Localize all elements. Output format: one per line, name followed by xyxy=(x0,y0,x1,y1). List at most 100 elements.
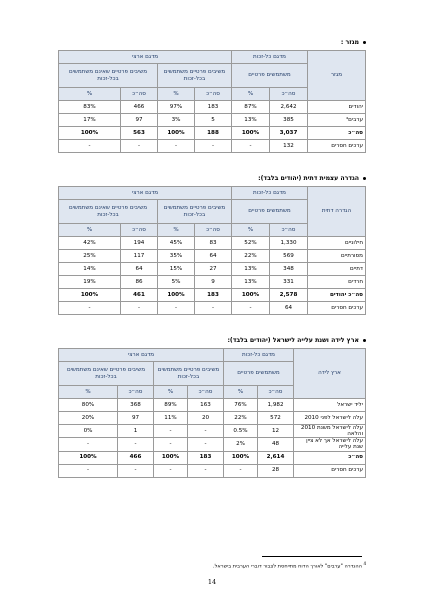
table-cell: - xyxy=(158,302,195,315)
row-label: ערכים חסרים xyxy=(308,302,366,315)
unit-header: % xyxy=(59,386,118,399)
table-cell: 13% xyxy=(232,263,270,276)
table-cell: 42% xyxy=(59,237,121,250)
table-cell: - xyxy=(154,438,188,451)
table-cell: 100% xyxy=(158,127,195,140)
table-cell: - xyxy=(188,464,224,477)
table-cell: - xyxy=(59,464,118,477)
table-cell: 188 xyxy=(195,127,232,140)
sub-header: משיבים פרטיים משתמשים בכל-זכות xyxy=(158,200,232,224)
table-cell: 368 xyxy=(118,399,154,412)
table-row: ערכים חסרים 132- - - - - xyxy=(59,140,366,153)
table-cell: 3,037 xyxy=(270,127,308,140)
all-sample-header: מדגם כל-זכות xyxy=(224,349,294,362)
table-cell: 13% xyxy=(232,114,270,127)
footnote: 4 ההגדרה "ערבים" לאורך הדוח מתייחסת לצבו… xyxy=(213,561,366,570)
table-cell: 100% xyxy=(232,289,270,302)
table-cell: 100% xyxy=(224,451,258,464)
table-cell: 3% xyxy=(158,114,195,127)
all-sample-header: מדגם כל-זכות xyxy=(232,187,308,200)
row-label: עלה לישראל משנת 2010 והלאה xyxy=(294,425,366,438)
sub-header: משיבים פרטיים משתמשים בכל-זכות xyxy=(158,64,232,88)
table-cell: 1 xyxy=(118,425,154,438)
table-row: מסורתיים 569 22% 64 35% 117 25% xyxy=(59,250,366,263)
table-cell: 11% xyxy=(154,412,188,425)
table-cell: 76% xyxy=(224,399,258,412)
unit-header: % xyxy=(154,386,188,399)
row-label: סה״כ xyxy=(308,127,366,140)
table-row: יליד ישראל 1,982 76% 163 89% 368 80% xyxy=(59,399,366,412)
page-number: 14 xyxy=(200,578,224,586)
section-title-text: מגזר : xyxy=(341,39,359,46)
table-cell: 19% xyxy=(59,276,121,289)
bullet-icon xyxy=(363,177,366,180)
unit-header: % xyxy=(158,88,195,101)
table-cell: 1,982 xyxy=(258,399,294,412)
unit-header: סה״כ xyxy=(270,88,308,101)
table-cell: 80% xyxy=(59,399,118,412)
table-cell: 17% xyxy=(59,114,121,127)
row-label: חילוניים xyxy=(308,237,366,250)
table-row: עלה לישראל לפני 2010 572 22% 20 11% 97 20% xyxy=(59,412,366,425)
table-cell: 100% xyxy=(232,127,270,140)
corner-header: מגזר xyxy=(308,51,366,101)
sub-header: משיבים פרטיים שאינם משתמשים בכל-זכות xyxy=(59,200,158,224)
table-row: סה״כ יהודים 2,578 100% 183 100% 461 100% xyxy=(59,289,366,302)
table-cell: 22% xyxy=(224,412,258,425)
table-cell: - xyxy=(232,302,270,315)
footnote-text: ההגדרה "ערבים" לאורך הדוח מתייחסת לצבור … xyxy=(213,564,362,570)
table-cell: 20 xyxy=(188,412,224,425)
table-cell: 100% xyxy=(154,451,188,464)
table-cell: 331 xyxy=(270,276,308,289)
table-cell: 100% xyxy=(158,289,195,302)
data-table: מגזר מדגם כל-זכות מדגם ארצי משתמשים פרטי… xyxy=(58,50,366,153)
data-table: ארץ לידה מדגם כל-זכות מדגם ארצי משתמשים … xyxy=(58,348,366,478)
corner-header: ארץ לידה xyxy=(294,349,366,399)
section-title: ארץ לידה ושנת עלייה לישראל (יהודים בלבד)… xyxy=(227,337,366,344)
table-row: דתיים 348 13% 27 15% 64 14% xyxy=(59,263,366,276)
all-sample-header: מדגם כל-זכות xyxy=(232,51,308,64)
table-cell: 45% xyxy=(158,237,195,250)
national-sample-header: מדגם ארצי xyxy=(59,349,224,362)
bullet-icon xyxy=(363,339,366,342)
unit-header: % xyxy=(232,224,270,237)
table-cell: - xyxy=(195,302,232,315)
table-cell: 5% xyxy=(158,276,195,289)
table-cell: 83% xyxy=(59,101,121,114)
table-cell: - xyxy=(118,438,154,451)
unit-header: סה״כ xyxy=(121,224,158,237)
unit-header: סה״כ xyxy=(121,88,158,101)
row-label: עלה לישראל לפני 2010 xyxy=(294,412,366,425)
table-cell: 25% xyxy=(59,250,121,263)
table-row: סה״כ 2,614 100% 183 100% 466 100% xyxy=(59,451,366,464)
row-label: חרדים xyxy=(308,276,366,289)
table-cell: - xyxy=(232,140,270,153)
table-cell: 100% xyxy=(59,127,121,140)
table-cell: 64 xyxy=(195,250,232,263)
table-row: חילוניים 1,330 52% 83 45% 194 42% xyxy=(59,237,366,250)
table-row: ערבים⁴ 385 13% 5 3% 97 17% xyxy=(59,114,366,127)
table-cell: 461 xyxy=(121,289,158,302)
row-label: ערכים חסרים xyxy=(308,140,366,153)
table-cell: - xyxy=(154,425,188,438)
table-cell: 52% xyxy=(232,237,270,250)
table-cell: 1,330 xyxy=(270,237,308,250)
sub-header: משיבים פרטיים שאינם משתמשים בכל-זכות xyxy=(59,64,158,88)
table-cell: - xyxy=(188,438,224,451)
table-cell: - xyxy=(188,425,224,438)
table-cell: 2,614 xyxy=(258,451,294,464)
table-cell: 83 xyxy=(195,237,232,250)
unit-header: % xyxy=(59,224,121,237)
table-cell: 13% xyxy=(232,276,270,289)
table-cell: - xyxy=(158,140,195,153)
table-cell: 87% xyxy=(232,101,270,114)
section-title: הגדרה עצמית דתית (יהודים בלבד): xyxy=(258,175,366,182)
row-label: ערבים⁴ xyxy=(308,114,366,127)
row-label: סה״כ יהודים xyxy=(308,289,366,302)
row-label: דתיים xyxy=(308,263,366,276)
table-cell: 20% xyxy=(59,412,118,425)
unit-header: סה״כ xyxy=(195,88,232,101)
sub-header: משיבים פרטיים משתמשים בכל-זכות xyxy=(154,362,224,386)
table-cell: 97% xyxy=(158,101,195,114)
table-row: עלה לישראל משנת 2010 והלאה 12 0.5% - -1 0% xyxy=(59,425,366,438)
